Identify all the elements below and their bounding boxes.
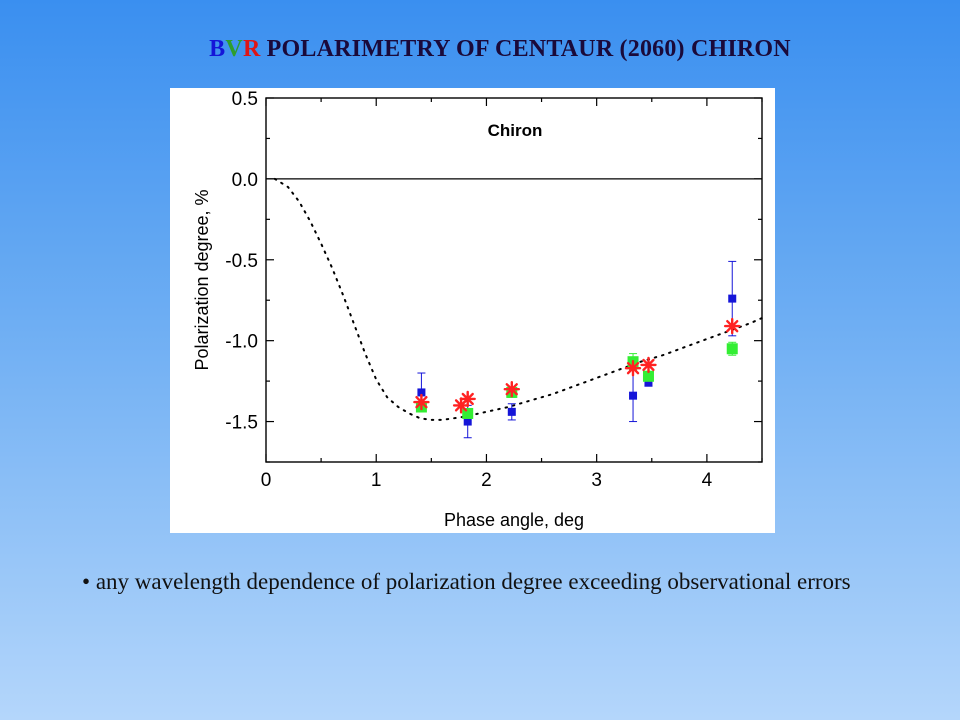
y-tick-label: -1.0: [225, 332, 258, 353]
x-axis-label: Phase angle, deg: [444, 510, 584, 530]
star-stroke: [726, 319, 739, 333]
plot-frame: [265, 97, 763, 463]
data-point-v: [642, 370, 654, 382]
chart-title: Chiron: [488, 121, 543, 140]
data-point-b: [463, 417, 472, 426]
data-point-r: [724, 317, 741, 335]
data-point-r: [624, 360, 642, 377]
star-stroke: [626, 362, 640, 375]
star-stroke: [505, 383, 518, 396]
y-tick-label: 0.5: [232, 89, 258, 110]
y-tick-label: 0.0: [232, 170, 258, 191]
data-point-r: [413, 393, 430, 411]
title-letter-r: R: [242, 36, 261, 62]
data-point-b: [644, 378, 653, 387]
x-tick-label: 0: [261, 470, 272, 491]
data-point-v: [726, 343, 738, 355]
data-point-r: [640, 356, 657, 374]
data-point-b: [629, 391, 638, 400]
data-point-b: [507, 407, 516, 416]
data-point-v: [462, 407, 474, 419]
chart-panel: 0 1 2 3 4 0.5 0.0 -0.5 -1.0 -1.5 Phase angle, deg P…: [170, 88, 775, 533]
data-point-r: [503, 381, 520, 398]
x-tick-label: 3: [591, 470, 602, 491]
bullet-text: any wavelength dependence of polarizatio…: [90, 569, 851, 594]
star-stroke: [461, 392, 474, 406]
x-tick-label: 2: [481, 470, 492, 491]
y-axis-label: Polarization degree, %: [192, 189, 212, 370]
bullet-item: • any wavelength dependence of polarizat…: [82, 565, 880, 598]
title-letter-v: V: [225, 36, 243, 62]
slide-title: BVR POLARIMETRY OF CENTAUR (2060) CHIRON: [0, 36, 960, 63]
title-letter-b: B: [209, 36, 226, 62]
x-tick-label: 4: [702, 470, 713, 491]
star-stroke: [642, 358, 655, 372]
polarization-chart: 0 1 2 3 4 0.5 0.0 -0.5 -1.0 -1.5 Phase angle, deg P…: [192, 89, 763, 530]
bullet-marker: •: [82, 569, 91, 594]
x-tick-label: 1: [371, 470, 382, 491]
y-tick-label: -0.5: [225, 251, 258, 272]
data-point-b: [728, 294, 737, 303]
star-stroke: [415, 396, 428, 409]
data-point-b: [417, 388, 426, 397]
data-point-r: [459, 390, 476, 408]
y-tick-label: -1.5: [225, 413, 258, 434]
fit-curve: [273, 177, 763, 421]
title-text: POLARIMETRY OF CENTAUR (2060) CHIRON: [260, 36, 791, 62]
